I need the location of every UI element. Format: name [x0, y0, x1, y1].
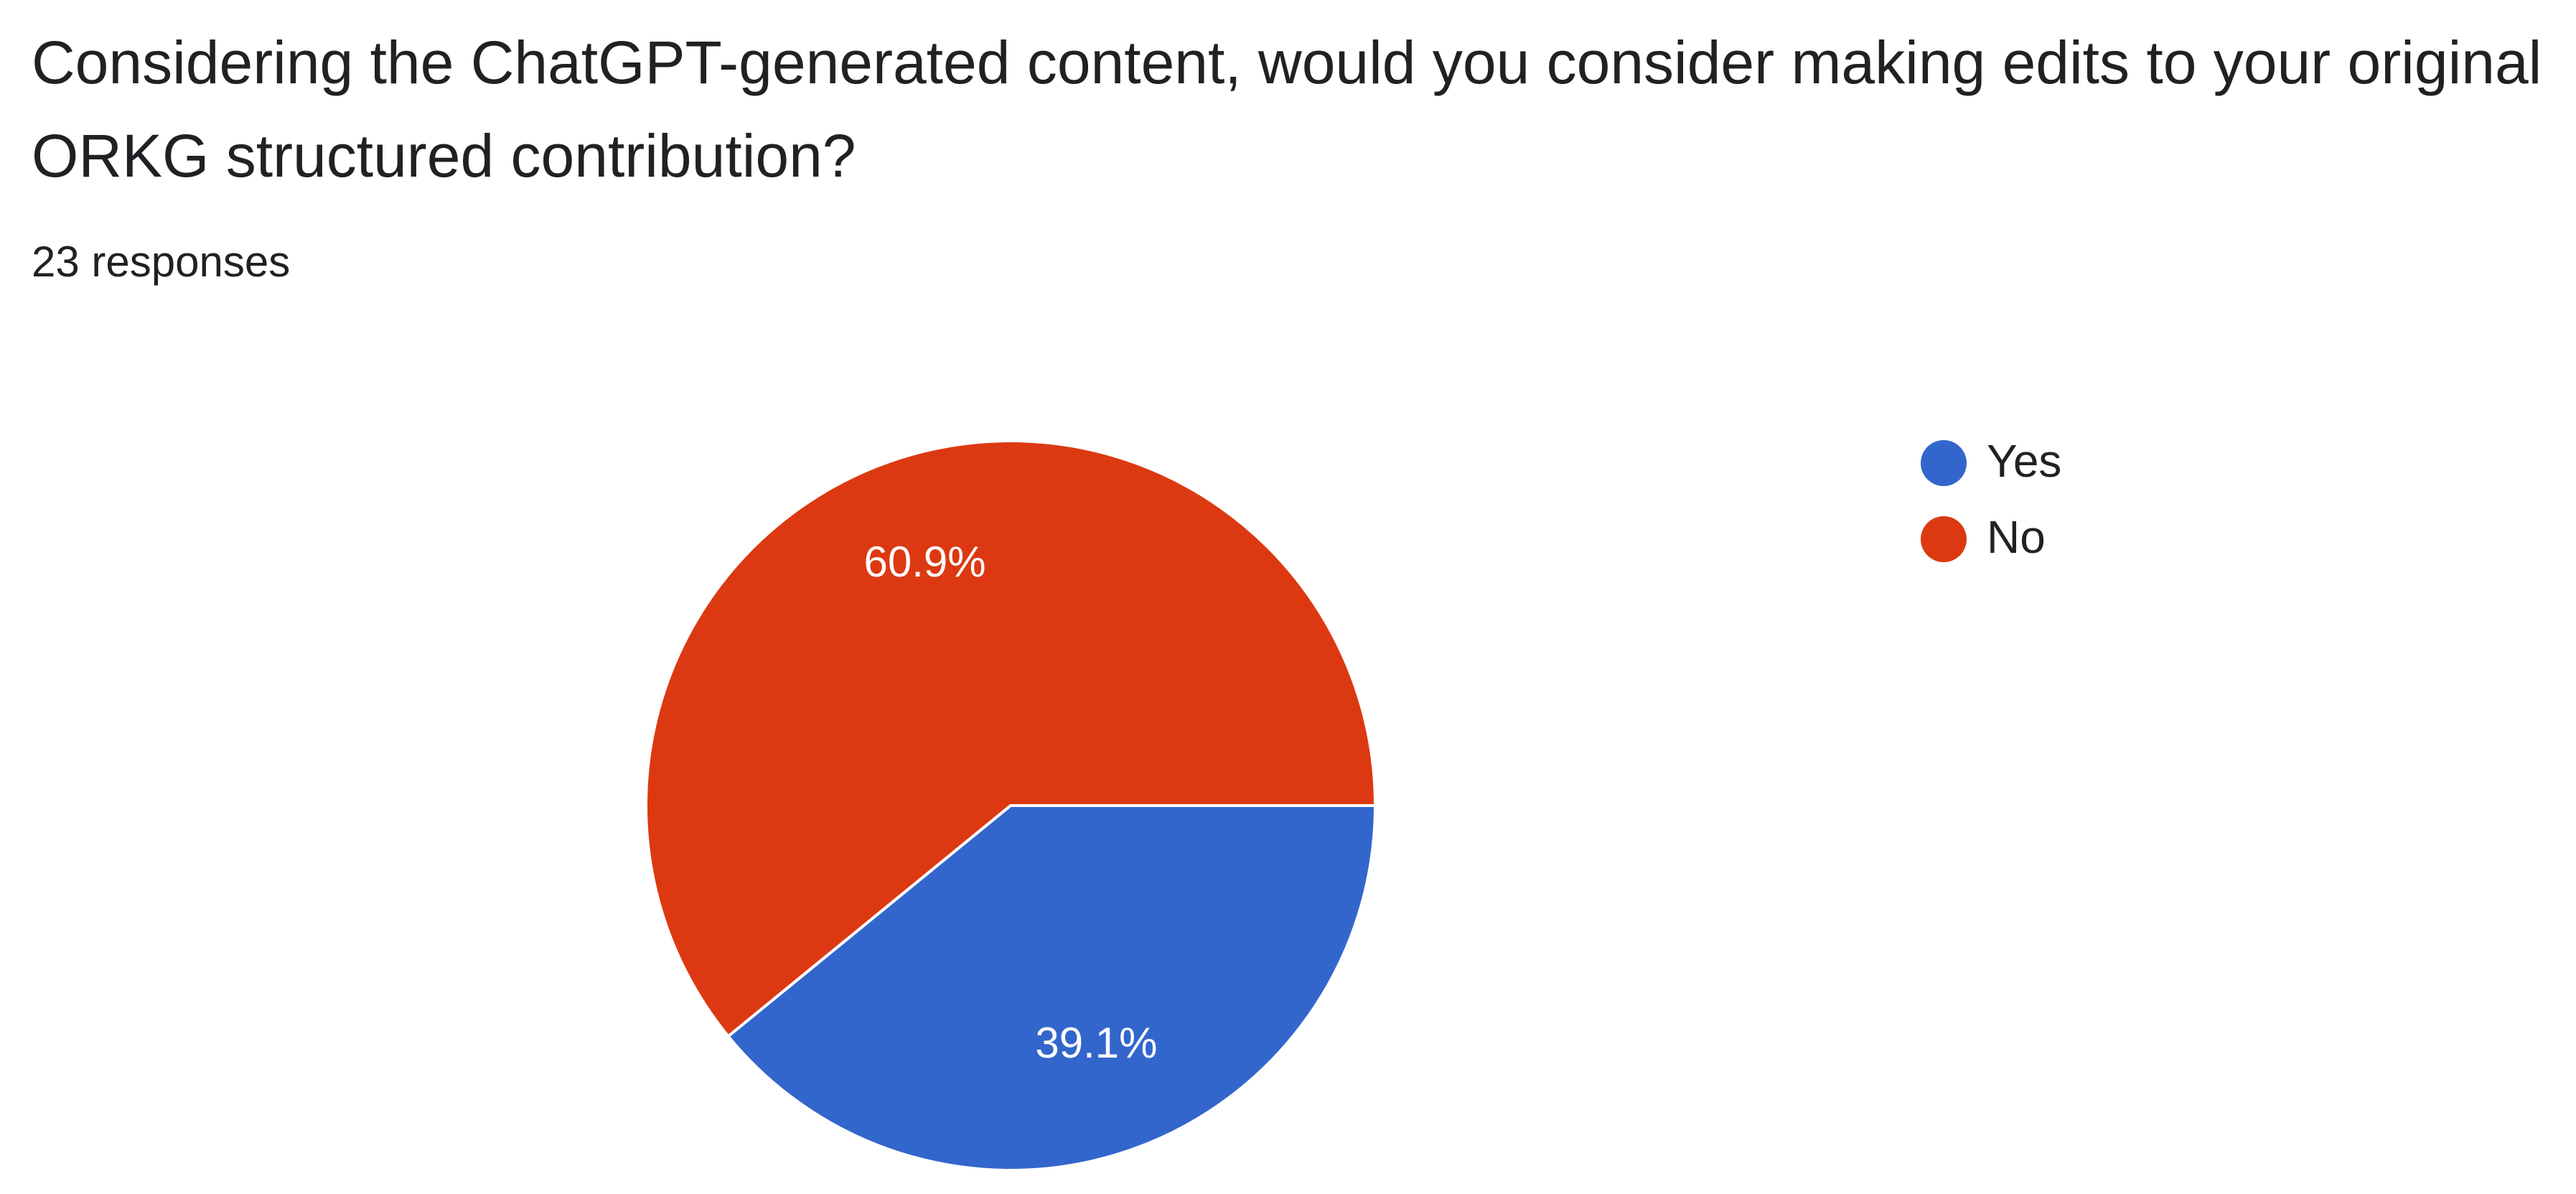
- pie-slice: [726, 804, 1377, 1172]
- legend-label: Yes: [1987, 435, 2061, 487]
- legend-label: No: [1987, 511, 2046, 563]
- slice-label: 39.1%: [1035, 1019, 1157, 1067]
- response-count: 23 responses: [32, 238, 291, 286]
- pie-slice: [645, 439, 1377, 1039]
- slice-label: 60.9%: [864, 538, 986, 586]
- legend-marker: [1921, 440, 1967, 486]
- legend-marker: [1921, 516, 1967, 562]
- chart-title: Considering the ChatGPT-generated conten…: [32, 29, 2542, 190]
